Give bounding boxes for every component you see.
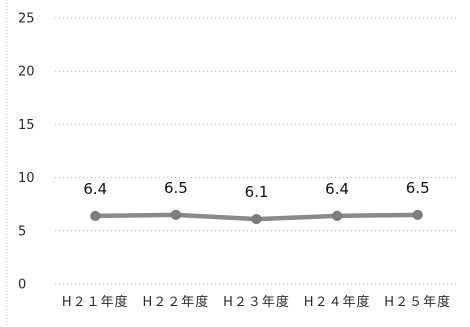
- data-label: 6.4: [325, 180, 349, 198]
- data-label: 6.5: [406, 179, 430, 197]
- y-tick-label: 15: [18, 118, 35, 133]
- x-tick-label: H２５年度: [384, 294, 451, 310]
- y-axis-ticks: 0 5 10 15 20 25: [18, 12, 35, 293]
- y-tick-label: 5: [18, 224, 26, 239]
- y-tick-label: 0: [18, 278, 26, 293]
- y-tick-label: 25: [18, 12, 35, 27]
- data-label: 6.4: [83, 180, 107, 198]
- x-tick-label: H２３年度: [223, 294, 290, 310]
- gridlines: [55, 17, 458, 285]
- data-label: 6.5: [164, 179, 188, 197]
- x-axis-ticks: H２１年度 H２２年度 H２３年度 H２４年度 H２５年度: [62, 294, 451, 310]
- data-point-marker: [251, 214, 262, 225]
- x-tick-label: H２２年度: [143, 294, 210, 310]
- x-tick-label: H２４年度: [304, 294, 371, 310]
- series-group: [90, 209, 423, 225]
- data-labels: 6.4 6.5 6.1 6.4 6.5: [83, 179, 429, 201]
- data-point-marker: [412, 209, 423, 220]
- data-point-marker: [90, 210, 101, 221]
- x-tick-label: H２１年度: [62, 294, 129, 310]
- data-point-marker: [332, 210, 343, 221]
- data-label: 6.1: [245, 183, 269, 201]
- y-tick-label: 10: [18, 171, 35, 186]
- y-tick-label: 20: [18, 65, 35, 80]
- data-point-marker: [170, 209, 181, 220]
